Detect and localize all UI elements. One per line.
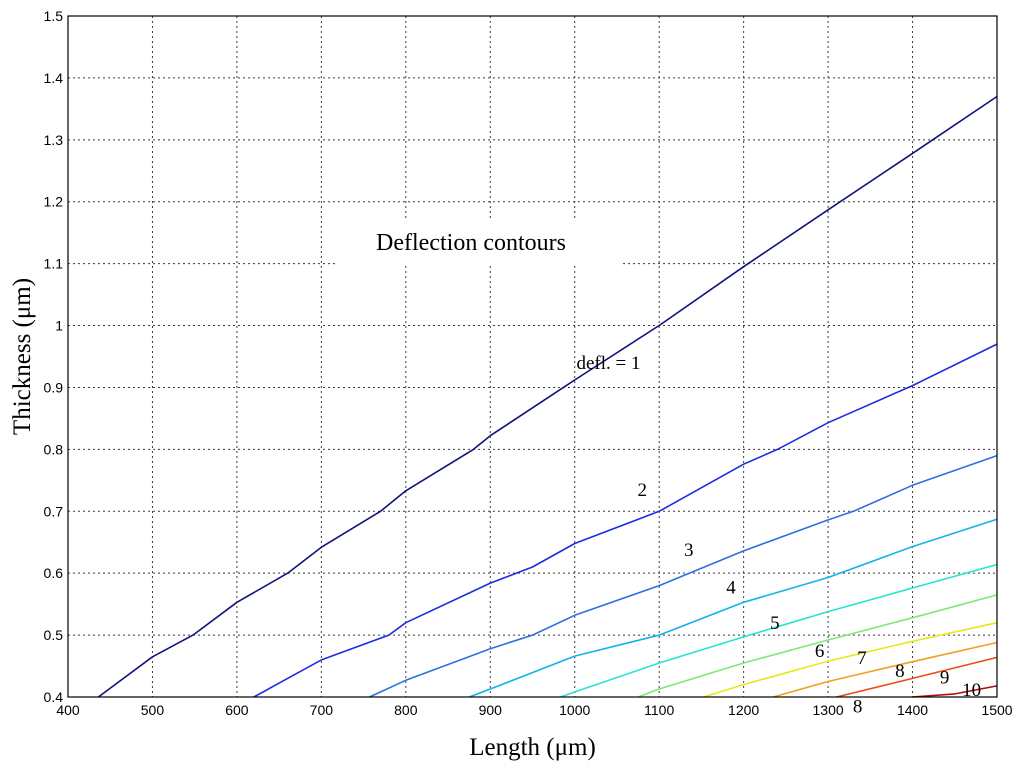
y-tick-label: 0.4 [44, 689, 64, 705]
x-tick-label: 1200 [728, 702, 759, 718]
contour-line-8 [772, 641, 998, 698]
contour-line-7 [703, 621, 998, 698]
y-tick-label: 1 [55, 318, 63, 334]
y-tick-label: 0.6 [44, 565, 64, 581]
contour-line-6 [637, 594, 998, 698]
contour-line-4 [468, 518, 998, 698]
y-tick-label: 1.3 [44, 132, 64, 148]
plot-frame [67, 15, 998, 698]
x-tick-label: 800 [394, 702, 418, 718]
x-tick-label: 700 [310, 702, 334, 718]
x-tick-label: 1300 [813, 702, 844, 718]
contour-label-2: 2 [638, 480, 648, 501]
x-tick-label: 1400 [897, 702, 928, 718]
contour-label-4: 4 [726, 578, 736, 599]
x-tick-label: 1100 [644, 702, 674, 718]
contour-label-7: 7 [857, 648, 867, 669]
y-tick-label: 0.5 [44, 627, 64, 643]
tick-labels: 400 500 600 700 800 900 1000 1100 1200 1300 1400 15… [44, 8, 1013, 718]
contour-line-2 [253, 343, 998, 698]
contour-label-8: 8 [895, 661, 905, 682]
contour-line-9 [836, 656, 998, 698]
contour-line-10 [912, 685, 998, 698]
contour-label-9: 9 [940, 667, 950, 688]
x-tick-label: 600 [225, 702, 249, 718]
y-tick-label: 1.4 [44, 70, 64, 86]
contour-labels: defl. = 1 2 3 4 5 6 7 8 9 10 8 [577, 353, 982, 718]
contour-lines [97, 95, 998, 698]
contour-line-5 [560, 563, 998, 698]
y-axis-title: Thickness (μm) [9, 278, 36, 435]
deflection-contours-annotation: Deflection contours [376, 230, 566, 256]
y-tick-label: 1.1 [44, 256, 64, 272]
x-axis-title: Length (μm) [469, 734, 596, 761]
annotation-background [338, 218, 622, 266]
y-tick-label: 0.7 [44, 503, 64, 519]
contour-label-6: 6 [815, 641, 825, 662]
x-tick-label: 1500 [981, 702, 1012, 718]
contour-label-1: defl. = 1 [577, 353, 641, 374]
contour-label-5: 5 [770, 613, 780, 634]
y-tick-label: 0.8 [44, 441, 64, 457]
x-tick-label: 1000 [559, 702, 590, 718]
y-tick-label: 1.5 [44, 8, 64, 24]
contour-line-1 [97, 95, 998, 698]
contour-label-10: 10 [962, 680, 981, 701]
contour-line-3 [369, 454, 998, 698]
x-tick-label: 400 [56, 702, 80, 718]
x-tick-label: 500 [141, 702, 165, 718]
extra-contour-label-1: 8 [853, 696, 863, 717]
grid-lines [68, 16, 997, 697]
y-tick-label: 1.2 [44, 194, 64, 210]
contour-label-3: 3 [684, 540, 694, 561]
y-tick-label: 0.9 [44, 379, 64, 395]
x-tick-label: 900 [479, 702, 503, 718]
